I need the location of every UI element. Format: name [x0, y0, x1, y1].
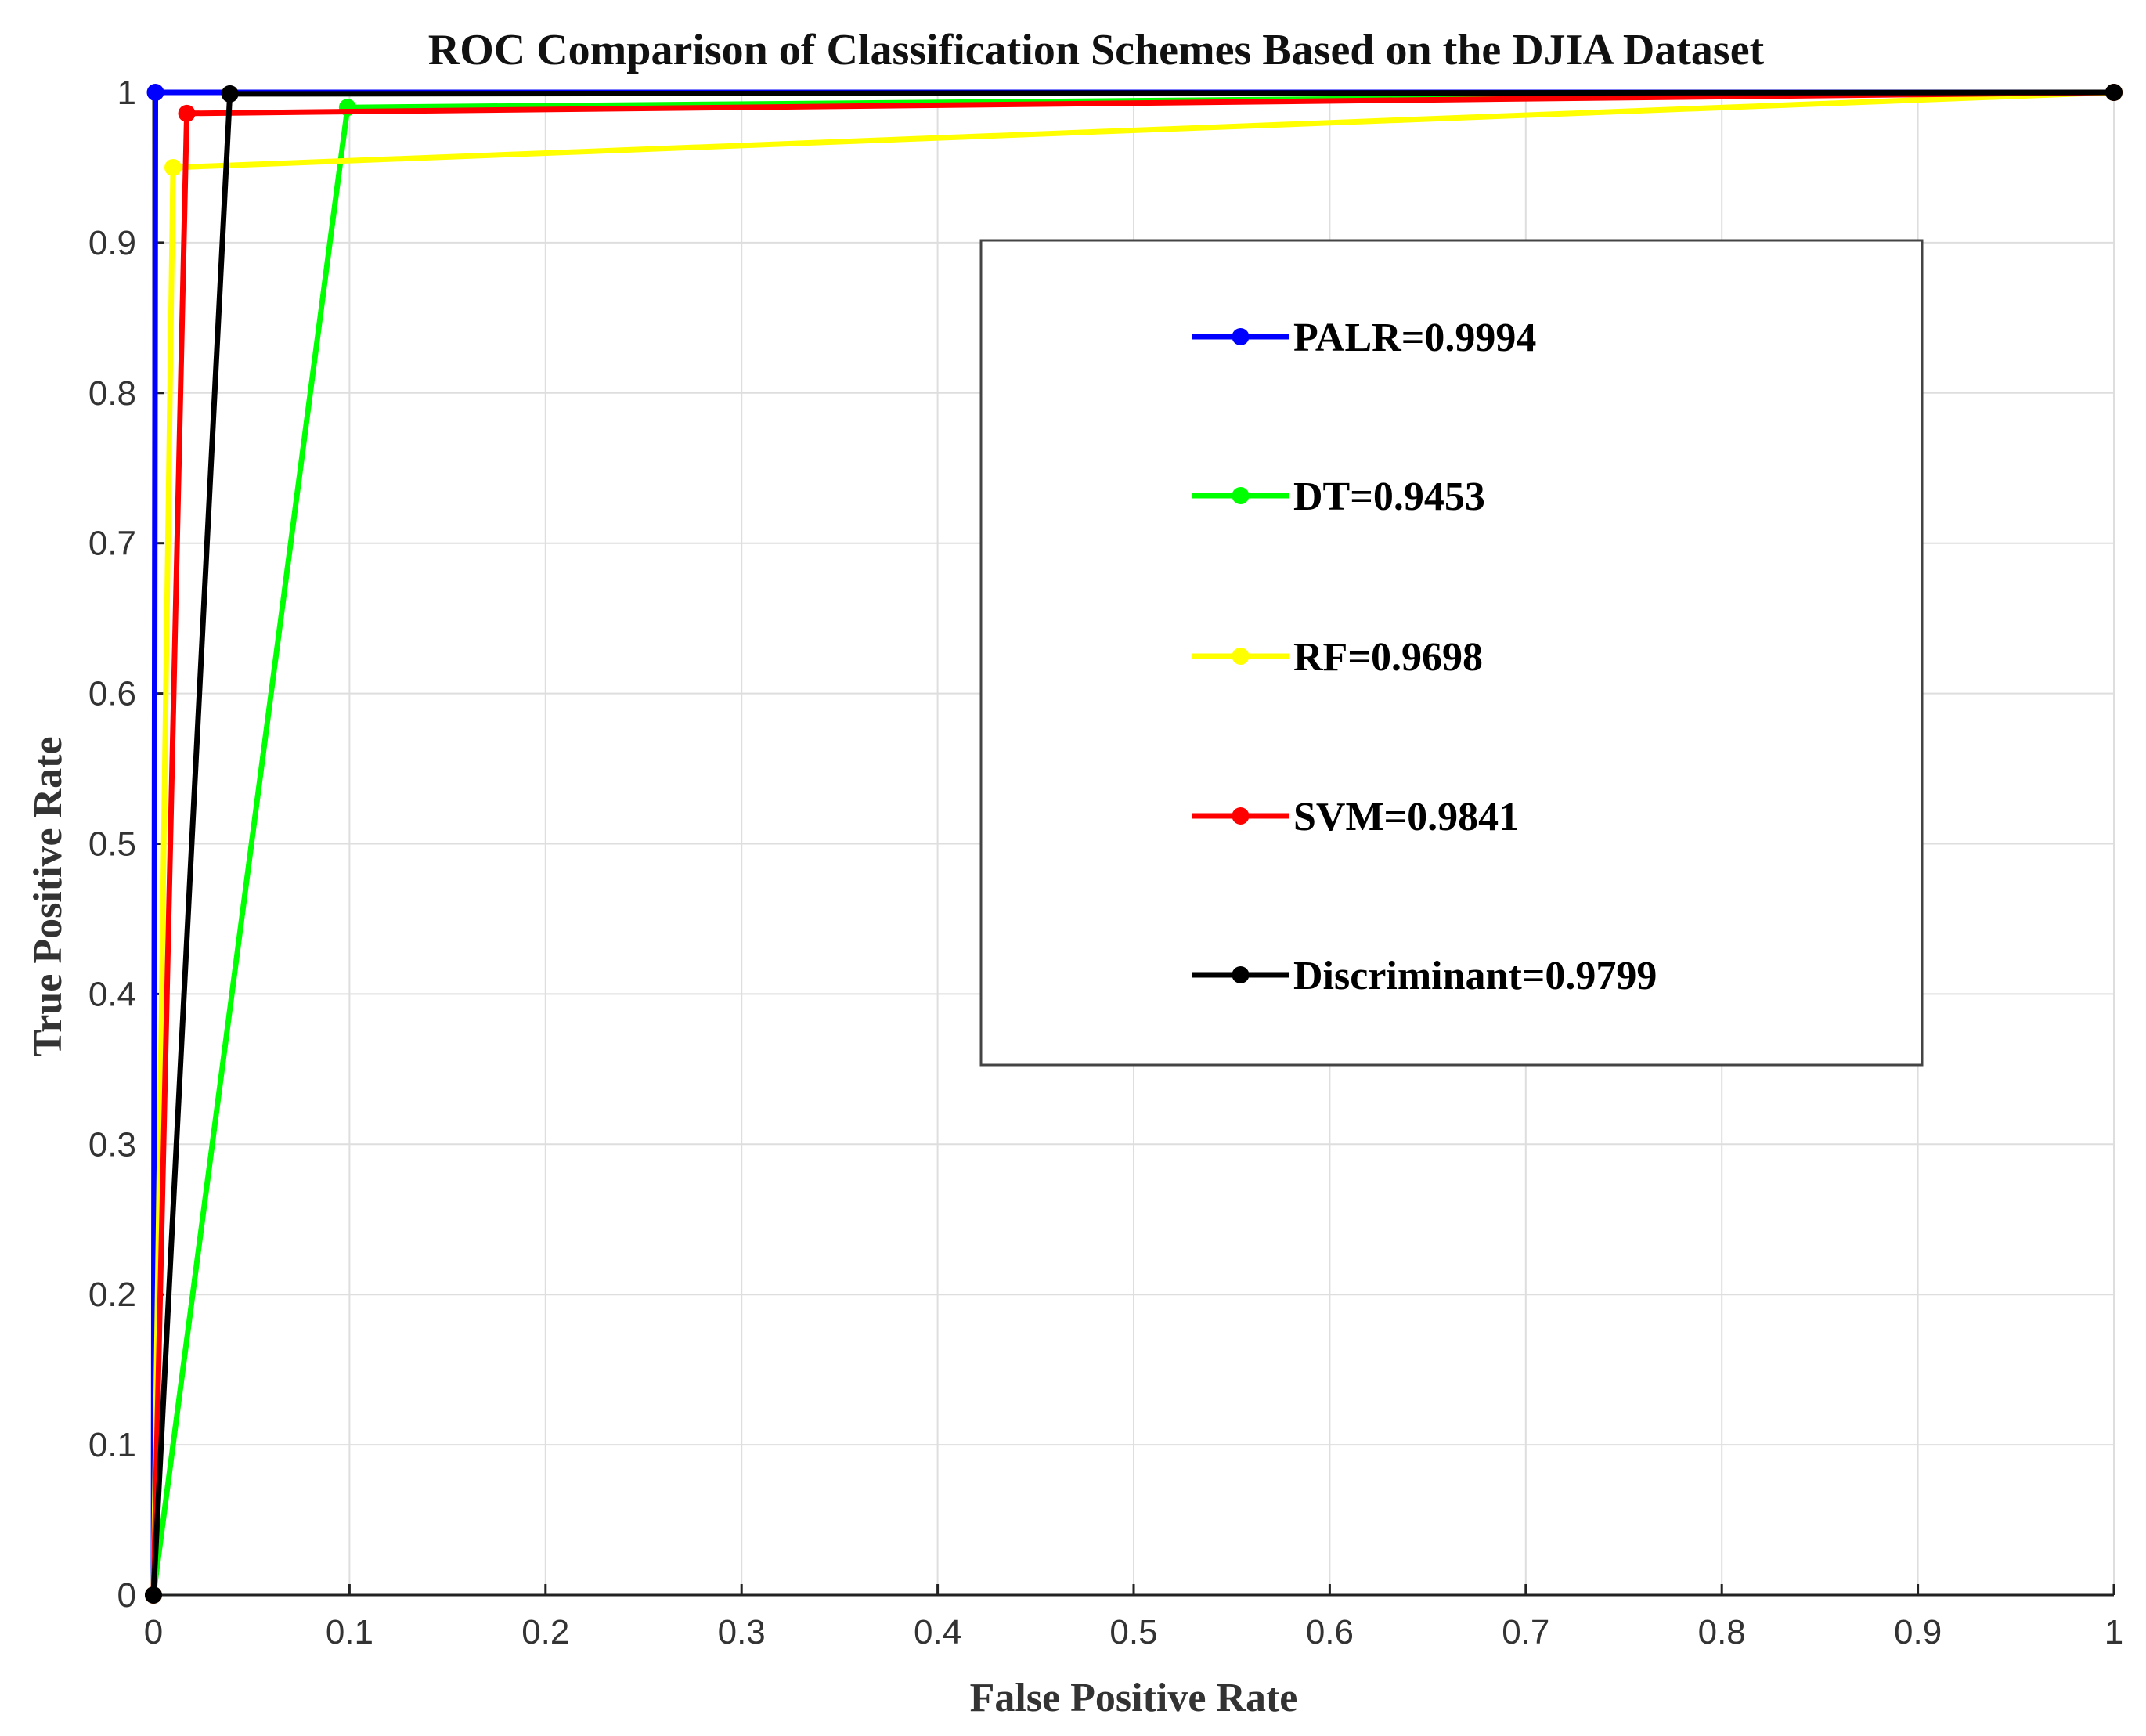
x-tick-label: 0.7 [1502, 1613, 1549, 1651]
legend-label: SVM=0.9841 [1293, 795, 1519, 839]
x-tick-label: 0.8 [1698, 1613, 1746, 1651]
y-tick-label: 1 [117, 74, 136, 112]
legend-swatch-marker [1232, 966, 1250, 983]
data-point [2105, 84, 2123, 101]
legend-label: RF=0.9698 [1293, 635, 1483, 680]
legend-box [979, 239, 1924, 1067]
x-tick-label: 0.2 [521, 1613, 569, 1651]
y-axis-label: True Positive Rate [26, 736, 70, 1056]
x-tick-label: 0.3 [718, 1613, 766, 1651]
y-axis-ticks: 0 0.1 0.2 0.3 0.4 0.5 0.6 0.7 0.8 0.9 1 [88, 74, 164, 1615]
legend-item: RF=0.9698 [1192, 635, 1483, 680]
data-point [164, 158, 182, 176]
legend-swatch-marker [1232, 328, 1250, 345]
data-point [178, 104, 196, 122]
legend-swatch-marker [1232, 807, 1250, 825]
legend-item: Discriminant=0.9799 [1192, 954, 1657, 998]
x-tick-label: 0 [144, 1613, 163, 1651]
y-tick-label: 0.5 [88, 825, 136, 864]
legend-items: PALR=0.9994 DT=0.9453 RF=0.9698 SVM=0.9841 D… [1192, 316, 1657, 998]
y-tick-label: 0.4 [88, 975, 136, 1013]
y-tick-label: 0.8 [88, 374, 136, 413]
x-tick-label: 0.6 [1306, 1613, 1354, 1651]
y-tick-label: 0.9 [88, 224, 136, 262]
x-tick-label: 0.5 [1109, 1613, 1157, 1651]
y-tick-label: 0.3 [88, 1125, 136, 1164]
legend-item: PALR=0.9994 [1192, 316, 1536, 360]
legend-label: DT=0.9453 [1293, 475, 1485, 519]
data-point [221, 85, 239, 103]
x-tick-label: 0.1 [326, 1613, 373, 1651]
x-tick-label: 1 [2105, 1613, 2123, 1651]
legend-item: SVM=0.9841 [1192, 795, 1519, 839]
legend-item: DT=0.9453 [1192, 475, 1485, 519]
y-tick-label: 0.2 [88, 1276, 136, 1314]
x-axis-ticks: 0 0.1 0.2 0.3 0.4 0.5 0.6 0.7 0.8 0.9 1 [144, 1584, 2123, 1651]
data-point [146, 84, 164, 101]
y-tick-label: 0.1 [88, 1426, 136, 1464]
x-tick-label: 0.9 [1894, 1613, 1942, 1651]
y-tick-label: 0.7 [88, 525, 136, 563]
x-axis-label: False Positive Rate [970, 1676, 1298, 1720]
series-4 [145, 84, 2123, 1604]
chart-title: ROC Comparison of Classification Schemes… [428, 26, 1765, 74]
y-tick-label: 0.6 [88, 675, 136, 713]
legend: PALR=0.9994 DT=0.9453 RF=0.9698 SVM=0.9841 D… [979, 239, 1924, 1067]
data-point [145, 1586, 162, 1604]
legend-swatch-marker [1232, 648, 1250, 665]
y-tick-label: 0 [117, 1576, 136, 1615]
series-layer [145, 84, 2123, 1604]
legend-label: PALR=0.9994 [1293, 316, 1536, 360]
legend-label: Discriminant=0.9799 [1293, 954, 1657, 998]
legend-swatch-marker [1232, 487, 1250, 504]
x-tick-label: 0.4 [914, 1613, 961, 1651]
